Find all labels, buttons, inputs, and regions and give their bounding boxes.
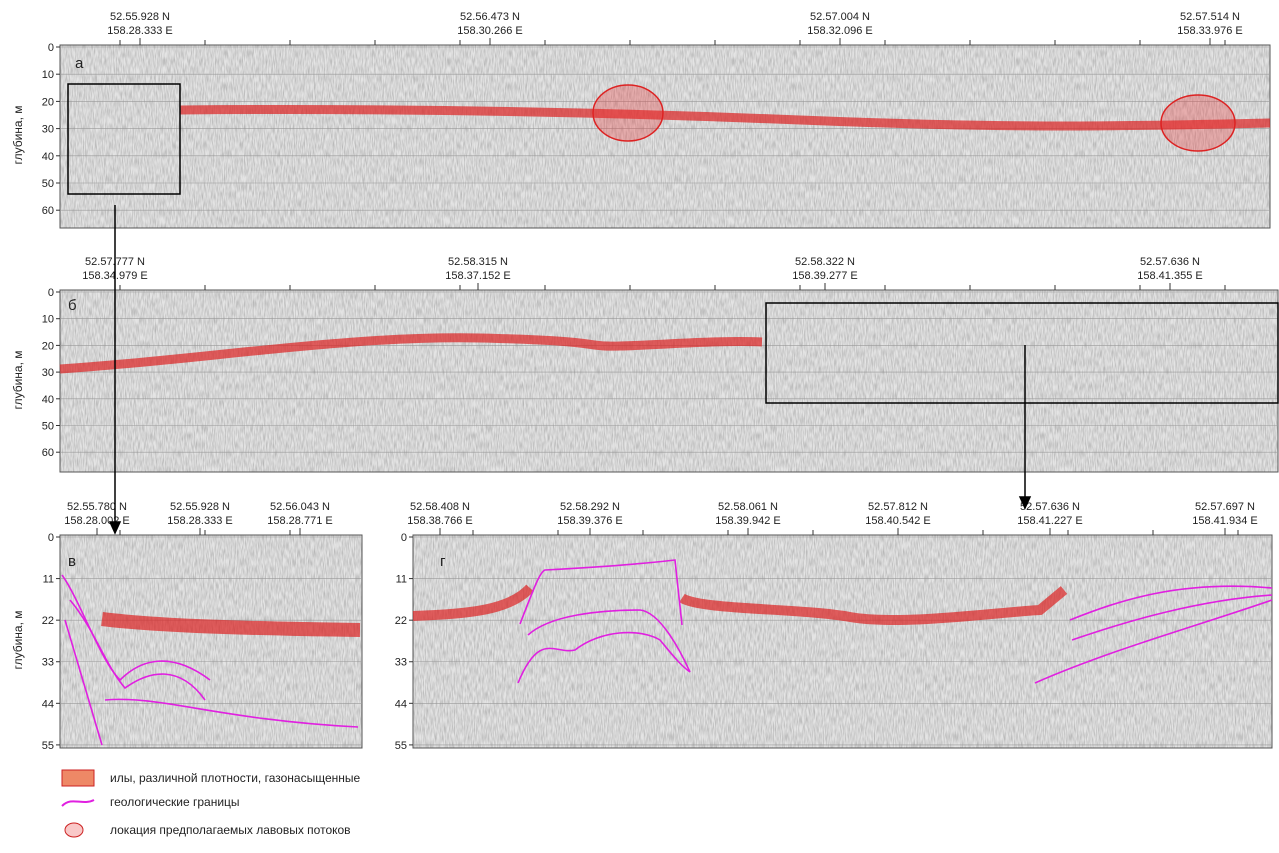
- coordinate-lat: 52.56.043 N: [270, 501, 330, 513]
- coordinate-lon: 158.38.766 E: [407, 515, 472, 527]
- coordinate-lon: 158.41.227 E: [1017, 515, 1082, 527]
- coordinate-lon: 158.28.771 E: [267, 515, 332, 527]
- depth-tick-label: 60: [42, 447, 54, 459]
- depth-tick-label: 55: [395, 740, 407, 752]
- panel-label: в: [68, 553, 76, 570]
- coordinate-lat: 52.57.812 N: [868, 501, 928, 513]
- depth-tick-label: 0: [401, 532, 407, 544]
- figure: а 0 10 20 30 40 50 60 глубина, м 52.55.928 N 158.2…: [0, 0, 1279, 848]
- coordinate-lat: 52.57.697 N: [1195, 501, 1255, 513]
- coordinate-lon: 158.30.266 E: [457, 25, 522, 37]
- coordinate-lon: 158.28.333 E: [167, 515, 232, 527]
- coordinate-lat: 52.56.473 N: [460, 11, 520, 23]
- seismic-texture: [60, 290, 1278, 472]
- coordinate-lon: 158.41.934 E: [1192, 515, 1257, 527]
- depth-tick-label: 44: [42, 698, 54, 710]
- depth-tick-label: 10: [42, 69, 54, 81]
- coordinate-lat: 52.57.636 N: [1020, 501, 1080, 513]
- legend-text: илы, различной плотности, газонасыщенные: [110, 771, 360, 785]
- depth-tick-label: 44: [395, 698, 407, 710]
- panel-label: а: [75, 55, 84, 72]
- coordinate-lon: 158.32.096 E: [807, 25, 872, 37]
- y-axis-label: глубина, м: [11, 610, 25, 669]
- coordinate-lat: 52.57.636 N: [1140, 256, 1200, 268]
- coordinate-lon: 158.28.002 E: [64, 515, 129, 527]
- depth-tick-label: 22: [395, 615, 407, 627]
- lava-location: [593, 85, 663, 141]
- coordinate-lon: 158.40.542 E: [865, 515, 930, 527]
- depth-tick-label: 50: [42, 178, 54, 190]
- panel-label: б: [68, 297, 77, 314]
- seismic-texture: [413, 535, 1272, 748]
- depth-tick-label: 0: [48, 532, 54, 544]
- coordinate-lat: 52.57.514 N: [1180, 11, 1240, 23]
- y-axis-label: глубина, м: [11, 105, 25, 164]
- legend-swatch-lava: [65, 823, 83, 837]
- depth-tick-label: 55: [42, 740, 54, 752]
- depth-tick-label: 20: [42, 96, 54, 108]
- depth-tick-label: 60: [42, 205, 54, 217]
- depth-tick-label: 11: [43, 574, 54, 586]
- lava-location: [1161, 95, 1235, 151]
- legend-text: локация предполагаемых лавовых потоков: [110, 823, 351, 837]
- depth-tick-label: 22: [42, 615, 54, 627]
- depth-tick-label: 20: [42, 340, 54, 352]
- seismic-texture: [60, 45, 1270, 228]
- legend-text: геологические границы: [110, 795, 240, 809]
- depth-tick-label: 40: [42, 151, 54, 163]
- coordinate-lon: 158.39.942 E: [715, 515, 780, 527]
- coordinate-lat: 52.58.061 N: [718, 501, 778, 513]
- y-axis-label: глубина, м: [11, 350, 25, 409]
- legend-swatch-boundary: [62, 800, 94, 806]
- depth-tick-label: 40: [42, 394, 54, 406]
- legend-swatch-sediment: [62, 770, 94, 786]
- depth-tick-label: 0: [48, 42, 54, 54]
- coordinate-lat: 52.55.780 N: [67, 501, 127, 513]
- depth-tick-label: 10: [42, 314, 54, 326]
- seismic-texture: [60, 535, 362, 748]
- coordinate-lat: 52.58.315 N: [448, 256, 508, 268]
- coordinate-lat: 52.57.004 N: [810, 11, 870, 23]
- depth-tick-label: 0: [48, 287, 54, 299]
- coordinate-lon: 158.41.355 E: [1137, 270, 1202, 282]
- depth-tick-label: 33: [42, 657, 54, 669]
- coordinate-lon: 158.39.376 E: [557, 515, 622, 527]
- coordinate-lon: 158.39.277 E: [792, 270, 857, 282]
- depth-tick-label: 11: [396, 574, 407, 586]
- coordinate-lat: 52.55.928 N: [110, 11, 170, 23]
- depth-tick-label: 33: [395, 657, 407, 669]
- coordinate-lat: 52.58.322 N: [795, 256, 855, 268]
- coordinate-lon: 158.33.976 E: [1177, 25, 1242, 37]
- depth-tick-label: 30: [42, 367, 54, 379]
- coordinate-lat: 52.58.292 N: [560, 501, 620, 513]
- coordinate-lat: 52.58.408 N: [410, 501, 470, 513]
- coordinate-lon: 158.37.152 E: [445, 270, 510, 282]
- panel-label: г: [440, 553, 446, 570]
- depth-tick-label: 30: [42, 124, 54, 136]
- coordinate-lon: 158.28.333 E: [107, 25, 172, 37]
- coordinate-lat: 52.55.928 N: [170, 501, 230, 513]
- depth-tick-label: 50: [42, 421, 54, 433]
